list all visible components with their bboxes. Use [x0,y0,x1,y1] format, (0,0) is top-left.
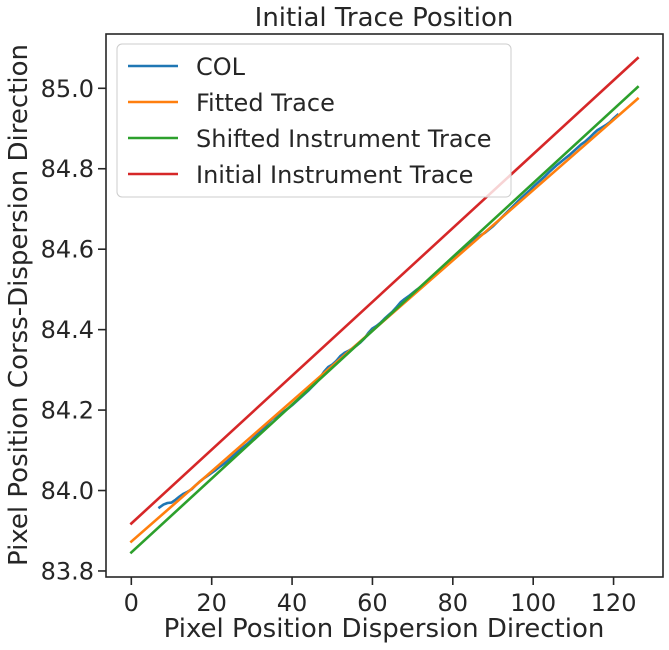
x-tick-label: 100 [510,589,556,617]
legend-label-1: Fitted Trace [196,89,335,117]
y-tick-label: 84.0 [41,477,94,505]
legend-frame [116,43,512,198]
x-axis: 0 20 40 60 80 100 120 [124,577,637,617]
legend-label-3: Initial Instrument Trace [196,161,473,189]
y-axis-label: Pixel Position Corss-Dispersion Directio… [4,44,34,566]
plot-frame [105,33,664,578]
series-line-3 [129,56,640,526]
x-tick-label: 60 [357,589,388,617]
legend-label-0: COL [196,53,246,81]
x-tick-label: 40 [277,589,308,617]
series-layer [129,56,640,555]
y-tick-label: 84.6 [41,236,94,264]
y-tick-label: 84.2 [41,397,94,425]
x-tick-label: 80 [438,589,469,617]
y-axis: 83.8 84.0 84.2 84.4 84.6 84.8 85.0 [41,75,106,585]
legend: COL Fitted Trace Shifted Instrument Trace I… [116,43,512,198]
x-axis-label: Pixel Position Dispersion Direction [164,614,605,644]
x-tick-label: 120 [591,589,637,617]
x-tick-label: 20 [196,589,227,617]
chart-title: Initial Trace Position [255,3,514,33]
legend-label-2: Shifted Instrument Trace [196,125,492,153]
series-line-2 [129,85,640,555]
y-tick-label: 85.0 [41,75,94,103]
x-tick-label: 0 [124,589,139,617]
y-tick-label: 84.8 [41,155,94,183]
y-tick-label: 84.4 [41,316,94,344]
y-tick-label: 83.8 [41,557,94,585]
